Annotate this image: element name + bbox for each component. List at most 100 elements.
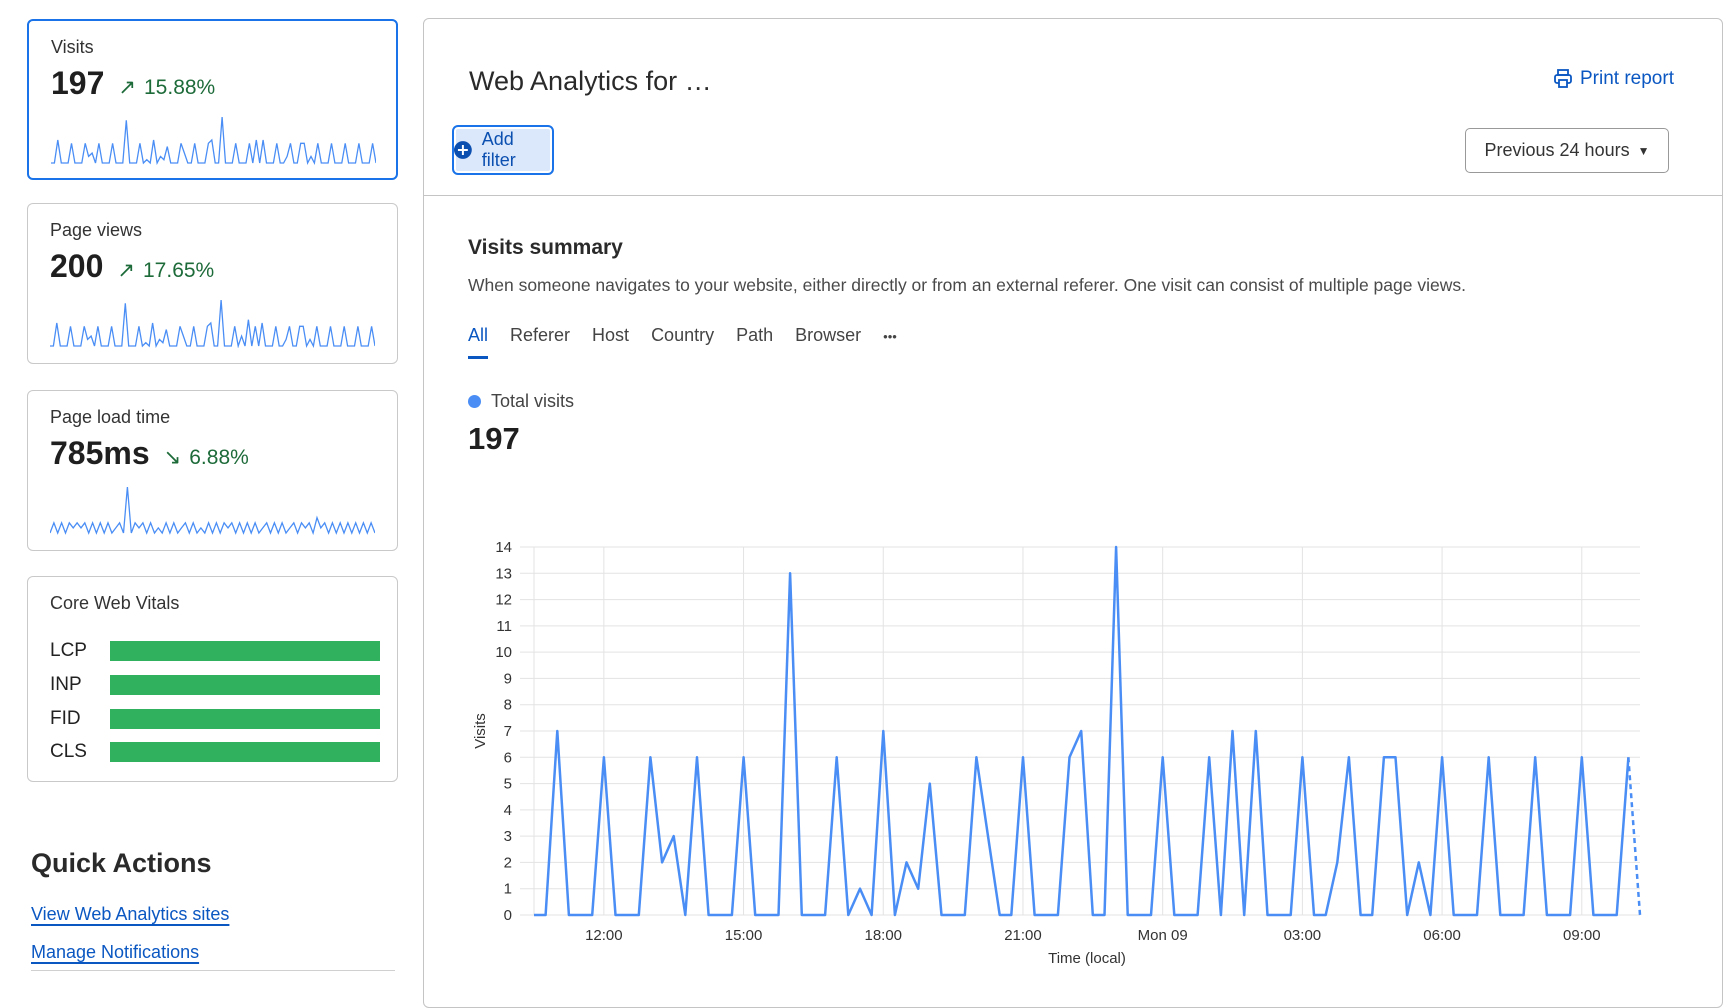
y-tick-label: 0 <box>504 907 512 924</box>
divider <box>31 970 395 971</box>
y-tick-label: 14 <box>495 539 512 556</box>
x-tick-label: 18:00 <box>864 927 902 944</box>
x-tick-label: 09:00 <box>1563 927 1601 944</box>
view-web-analytics-sites-link[interactable]: View Web Analytics sites <box>31 904 229 925</box>
y-tick-label: 10 <box>495 644 512 661</box>
visits-summary-title: Visits summary <box>468 236 623 260</box>
cwv-bar <box>110 641 380 661</box>
page-views-sparkline <box>50 296 375 348</box>
manage-notifications-link[interactable]: Manage Notifications <box>31 942 199 963</box>
card-value: 785ms <box>50 435 150 472</box>
y-tick-label: 12 <box>495 592 512 609</box>
x-tick-label: 15:00 <box>725 927 763 944</box>
card-label: Core Web Vitals <box>50 593 179 614</box>
tab-all[interactable]: All <box>468 325 488 359</box>
print-report-button[interactable]: Print report <box>1554 68 1674 90</box>
x-tick-label: Mon 09 <box>1138 927 1188 944</box>
y-axis-label: Visits <box>472 713 489 749</box>
trend: ↗ 17.65% <box>117 258 214 283</box>
chart-legend: Total visits <box>468 391 574 412</box>
sparkline-line <box>51 117 376 163</box>
card-value: 200 <box>50 248 103 285</box>
card-value: 197 <box>51 65 104 102</box>
y-tick-label: 5 <box>504 776 512 793</box>
cwv-bar <box>110 675 380 695</box>
y-tick-label: 11 <box>496 618 512 635</box>
cwv-name: LCP <box>50 640 110 662</box>
sparkline-line <box>50 300 375 346</box>
visits-sparkline <box>51 113 376 165</box>
trend: ↘ 6.88% <box>164 445 249 470</box>
total-visits-value: 197 <box>468 421 520 457</box>
tab-country[interactable]: Country <box>651 325 714 359</box>
card-label: Visits <box>51 37 94 58</box>
printer-icon <box>1554 69 1572 89</box>
y-tick-label: 7 <box>504 723 512 740</box>
tab-host[interactable]: Host <box>592 325 629 359</box>
x-tick-label: 21:00 <box>1004 927 1042 944</box>
arrow-up-right-icon: ↗ <box>118 75 136 100</box>
trend: ↗ 15.88% <box>118 75 215 100</box>
cwv-bar <box>110 709 380 729</box>
trend-value: 17.65% <box>143 259 214 283</box>
cwv-name: CLS <box>50 741 110 763</box>
cwv-row-inp: INP <box>50 674 380 696</box>
page-load-sparkline <box>50 483 375 535</box>
visits-summary-description: When someone navigates to your website, … <box>468 275 1466 296</box>
caret-down-icon: ▼ <box>1638 144 1650 158</box>
y-tick-label: 8 <box>504 697 512 714</box>
cwv-bar-fill <box>110 641 380 661</box>
y-tick-label: 13 <box>495 565 512 582</box>
print-report-label: Print report <box>1580 68 1674 90</box>
y-tick-label: 1 <box>504 881 512 898</box>
quick-actions-title: Quick Actions <box>31 848 212 879</box>
cwv-bar <box>110 742 380 762</box>
legend-label: Total visits <box>491 391 574 412</box>
arrow-up-right-icon: ↗ <box>117 258 135 283</box>
card-value-row: 197 ↗ 15.88% <box>51 65 215 102</box>
y-tick-label: 9 <box>504 670 512 687</box>
page-load-time-card[interactable]: Page load time 785ms ↘ 6.88% <box>27 390 398 551</box>
core-web-vitals-card[interactable]: Core Web Vitals LCP INP FID CLS <box>27 576 398 782</box>
card-value-row: 785ms ↘ 6.88% <box>50 435 249 472</box>
plus-circle-icon <box>454 141 472 159</box>
tab-path[interactable]: Path <box>736 325 773 359</box>
y-tick-label: 4 <box>504 802 512 819</box>
y-tick-label: 6 <box>504 749 512 766</box>
cwv-row-fid: FID <box>50 708 380 730</box>
cwv-name: FID <box>50 708 110 730</box>
dimension-tabs: All Referer Host Country Path Browser ••… <box>468 325 897 359</box>
trend-value: 6.88% <box>189 446 249 470</box>
time-range-value: Previous 24 hours <box>1485 140 1630 161</box>
card-value-row: 200 ↗ 17.65% <box>50 248 214 285</box>
tab-referer[interactable]: Referer <box>510 325 570 359</box>
page-title: Web Analytics for … <box>469 66 712 97</box>
cwv-bar-fill <box>110 675 380 695</box>
more-tabs-icon[interactable]: ••• <box>883 325 897 359</box>
trend-value: 15.88% <box>144 76 215 100</box>
cwv-bar-fill <box>110 742 380 762</box>
card-label: Page views <box>50 220 142 241</box>
divider <box>424 195 1722 196</box>
tab-browser[interactable]: Browser <box>795 325 861 359</box>
time-range-select[interactable]: Previous 24 hours ▼ <box>1465 128 1669 173</box>
cwv-name: INP <box>50 674 110 696</box>
visits-card[interactable]: Visits 197 ↗ 15.88% <box>27 19 398 180</box>
legend-dot-icon <box>468 395 481 408</box>
y-tick-label: 2 <box>504 854 512 871</box>
arrow-down-right-icon: ↘ <box>164 445 182 470</box>
x-tick-label: 06:00 <box>1423 927 1461 944</box>
add-filter-button[interactable]: Add filter <box>452 125 554 175</box>
sparkline-line <box>50 487 375 533</box>
x-axis-label: Time (local) <box>1048 950 1126 967</box>
page-views-card[interactable]: Page views 200 ↗ 17.65% <box>27 203 398 364</box>
x-tick-label: 12:00 <box>585 927 623 944</box>
cwv-row-cls: CLS <box>50 741 380 763</box>
cwv-bar-fill <box>110 709 380 729</box>
x-tick-label: 03:00 <box>1284 927 1322 944</box>
card-label: Page load time <box>50 407 170 428</box>
add-filter-label: Add filter <box>482 129 552 171</box>
y-tick-label: 3 <box>504 828 512 845</box>
cwv-row-lcp: LCP <box>50 640 380 662</box>
